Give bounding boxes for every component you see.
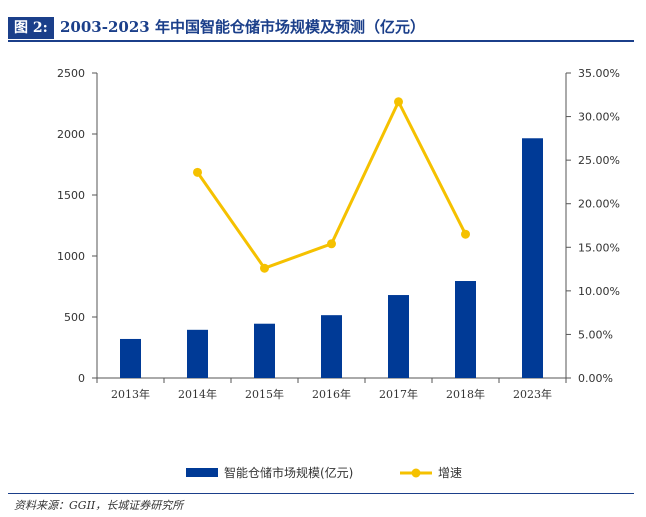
figure-title: 2003-2023 年中国智能仓储市场规模及预测（亿元） — [60, 18, 425, 36]
bar — [120, 338, 141, 378]
left-tick-label: 2000 — [57, 128, 85, 141]
x-tick-label: 2016年 — [312, 387, 351, 401]
left-tick-label: 1000 — [57, 250, 85, 263]
left-tick-label: 2500 — [57, 67, 85, 80]
growth-point — [394, 97, 403, 107]
header-rule — [8, 40, 634, 42]
bar — [522, 138, 543, 378]
left-tick-label: 500 — [64, 311, 85, 324]
figure-label: 图 2: — [8, 17, 54, 39]
bar — [388, 295, 409, 378]
legend-line-marker — [411, 468, 421, 478]
bar — [187, 329, 208, 378]
figure-header: 图 2: 2003-2023 年中国智能仓储市场规模及预测（亿元） — [8, 12, 634, 42]
legend-bar-swatch — [186, 468, 218, 477]
right-tick-label: 25.00% — [578, 154, 620, 167]
bar — [455, 281, 476, 378]
right-tick-label: 10.00% — [578, 285, 620, 298]
left-tick-label: 0 — [78, 372, 85, 385]
legend-bar-label: 智能仓储市场规模(亿元) — [224, 465, 353, 480]
right-tick-label: 20.00% — [578, 198, 620, 211]
right-tick-label: 30.00% — [578, 111, 620, 124]
footer-rule — [8, 493, 634, 494]
x-tick-label: 2023年 — [513, 387, 552, 401]
legend-line-label: 增速 — [438, 466, 462, 480]
x-tick-label: 2013年 — [111, 387, 150, 401]
x-tick-label: 2014年 — [178, 387, 217, 401]
left-tick-label: 1500 — [57, 189, 85, 202]
right-tick-label: 0.00% — [578, 372, 613, 385]
right-tick-label: 15.00% — [578, 241, 620, 254]
source-note: 资料来源：GGII，长城证券研究所 — [14, 499, 184, 512]
x-tick-label: 2015年 — [245, 387, 284, 401]
growth-point — [327, 239, 336, 249]
growth-point — [193, 167, 202, 177]
growth-point — [461, 229, 470, 239]
bar — [321, 315, 342, 378]
right-tick-label: 35.00% — [578, 67, 620, 80]
x-tick-label: 2018年 — [446, 387, 485, 401]
right-tick-label: 5.00% — [578, 328, 613, 341]
bar — [254, 323, 275, 378]
growth-point — [260, 263, 269, 273]
x-tick-label: 2017年 — [379, 387, 418, 401]
